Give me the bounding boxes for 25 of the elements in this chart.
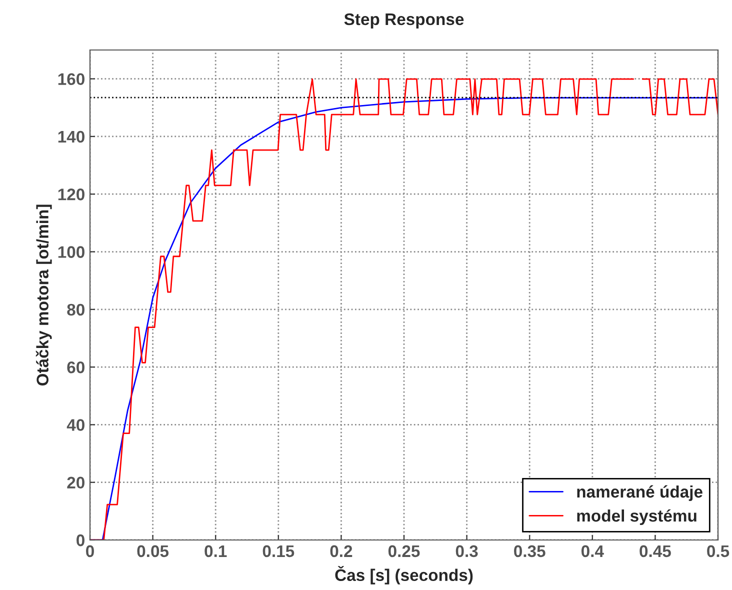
x-tick-label: 0.5: [707, 545, 730, 558]
x-tick-label: 0.15: [262, 545, 294, 558]
y-axis-title: Otáčky motora [ot/min]: [36, 204, 52, 386]
y-tick-label: 40: [66, 419, 84, 431]
x-tick-label: 0.05: [137, 545, 169, 558]
x-axis-title: Čas [s] (seconds): [335, 566, 473, 584]
y-tick-label: 100: [58, 246, 84, 258]
legend-label: model systému: [577, 509, 696, 525]
x-tick-label: 0: [86, 545, 94, 558]
x-tick-label: 0.3: [456, 545, 478, 558]
x-tick-label: 0.2: [330, 545, 352, 558]
y-tick-label: 140: [58, 130, 84, 143]
x-tick-label: 0.4: [581, 545, 604, 558]
chart-title: Step Response: [344, 13, 464, 28]
x-tick-label: 0.1: [204, 545, 227, 558]
legend-label: namerané údaje: [577, 485, 702, 501]
x-tick-label: 0.35: [514, 545, 546, 558]
y-tick-label: 20: [67, 476, 84, 489]
x-tick-label: 0.25: [388, 545, 420, 558]
y-tick-label: 120: [58, 188, 84, 200]
y-tick-label: 60: [67, 361, 84, 374]
y-tick-label: 0: [76, 534, 84, 546]
y-tick-label: 160: [58, 73, 84, 86]
x-tick-label: 0.45: [640, 545, 671, 558]
y-tick-label: 80: [67, 304, 84, 316]
